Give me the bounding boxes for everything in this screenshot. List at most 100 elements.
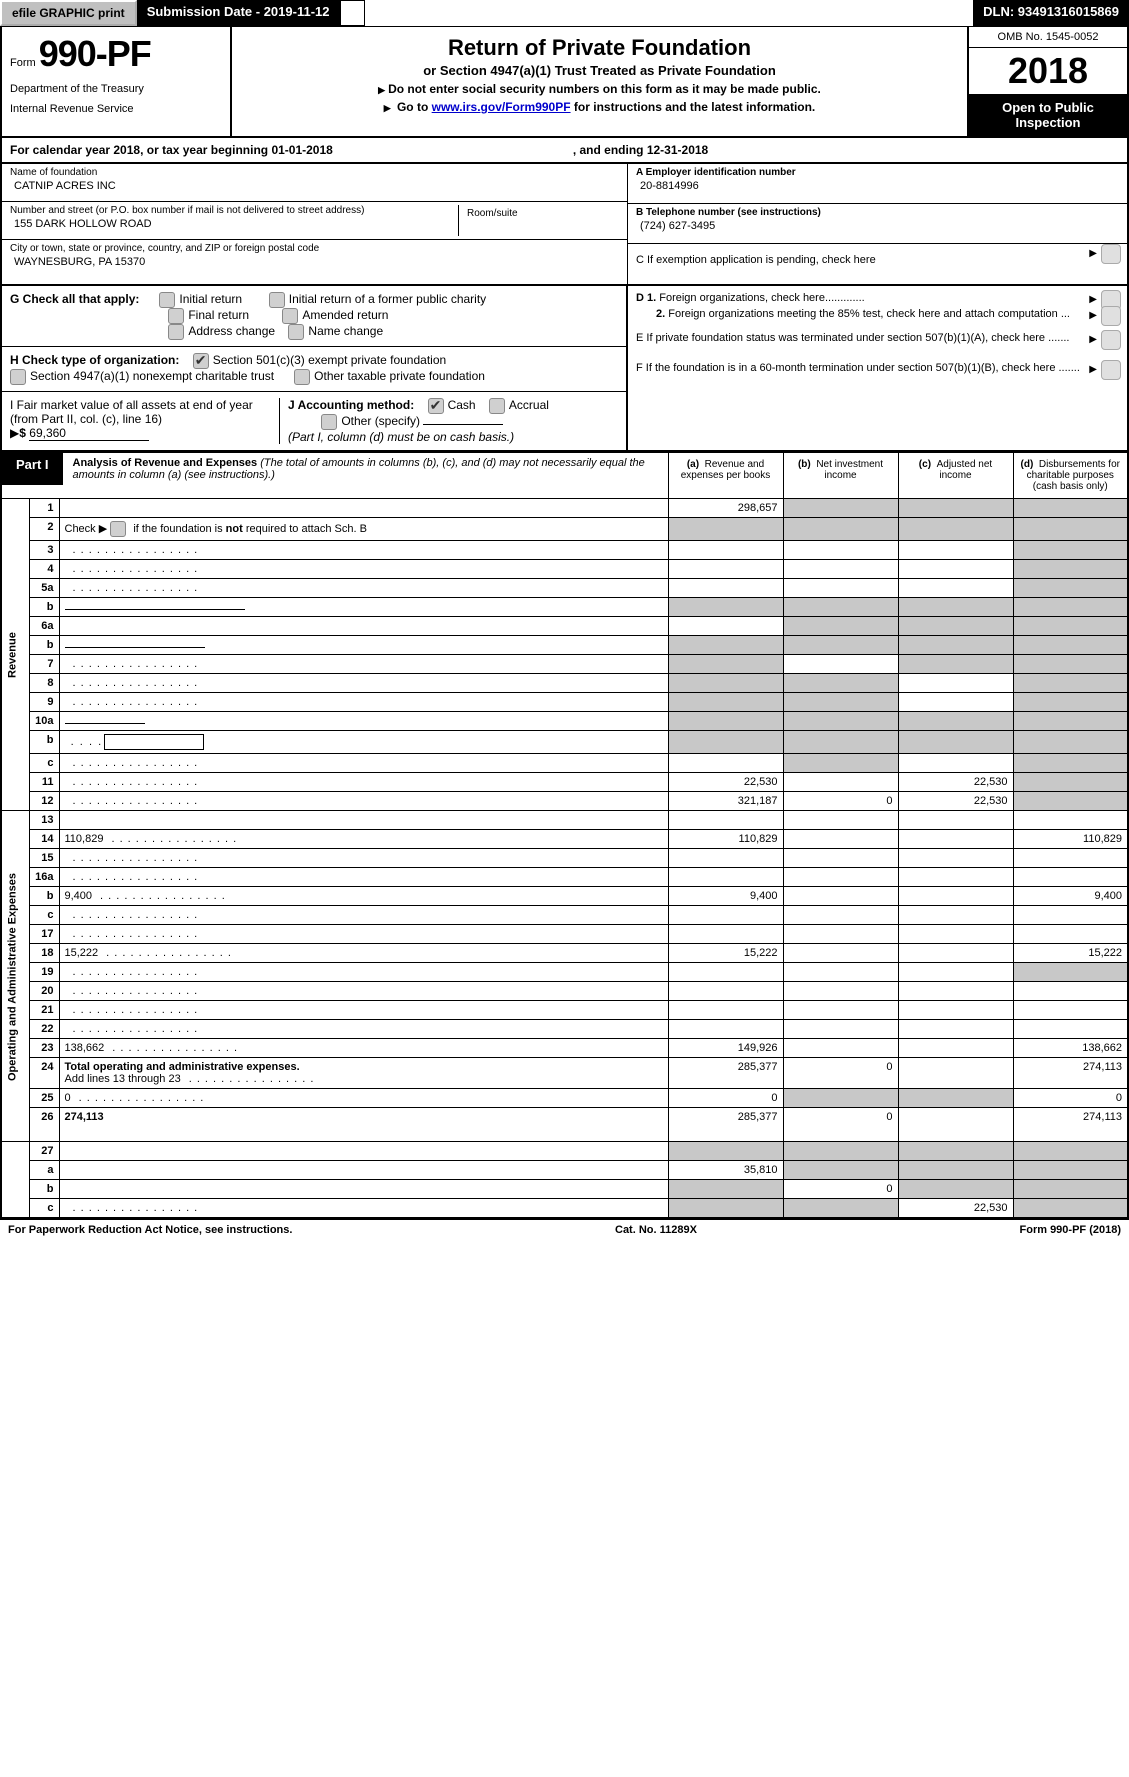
table-row: b 0 [1,1180,1128,1199]
g-opt2: Initial return of a former public charit… [289,292,486,306]
table-row: 12 321,187022,530 [1,792,1128,811]
address-block: Number and street (or P.O. box number if… [2,202,627,240]
g-name-change-checkbox[interactable] [288,324,304,340]
city-state-zip: WAYNESBURG, PA 15370 [10,254,619,274]
table-row: c [1,754,1128,773]
paperwork-notice: For Paperwork Reduction Act Notice, see … [8,1224,292,1236]
f-checkbox[interactable] [1101,360,1121,380]
e-checkbox[interactable] [1101,330,1121,350]
table-row: 5a [1,579,1128,598]
table-row: 11 22,53022,530 [1,773,1128,792]
open-inspection-badge: Open to Public Inspection [969,94,1127,136]
exemption-pending-row: C If exemption application is pending, c… [628,244,1127,284]
h-opt3: Other taxable private foundation [314,369,485,383]
expenses-section-label: Operating and Administrative Expenses [1,811,29,1142]
j-note: (Part I, column (d) must be on cash basi… [288,430,514,444]
table-row: a 35,810 [1,1161,1128,1180]
section-f: F If the foundation is in a 60-month ter… [628,360,1127,376]
f-text: F If the foundation is in a 60-month ter… [636,362,1080,374]
section-d2: 2. Foreign organizations meeting the 85%… [628,306,1127,322]
g-initial-former-checkbox[interactable] [269,292,285,308]
j-cash: Cash [448,398,476,412]
table-row: 2Check ▶ if the foundation is not requir… [1,518,1128,541]
section-h: H Check type of organization: Section 50… [2,347,626,392]
phone-block: B Telephone number (see instructions) (7… [628,204,1127,244]
h-501c3-checkbox[interactable] [193,353,209,369]
form-year-block: OMB No. 1545-0052 2018 Open to Public In… [967,27,1127,136]
table-row: 9 [1,693,1128,712]
ein-block: A Employer identification number 20-8814… [628,164,1127,204]
cal-end: , and ending 12-31-2018 [573,143,708,157]
col-a-header: (a) Revenue and expenses per books [668,453,783,499]
goto-pre: Go to [397,100,432,114]
table-row: 10a [1,712,1128,731]
table-row: b [1,598,1128,617]
table-row: c [1,906,1128,925]
sch-b-checkbox[interactable] [110,521,126,537]
part1-table: Part I Analysis of Revenue and Expenses … [0,452,1129,1219]
cat-number: Cat. No. 11289X [615,1224,697,1236]
goto-post: for instructions and the latest informat… [574,100,815,114]
table-row: 4 [1,560,1128,579]
j-other-input[interactable] [423,424,503,425]
j-other-checkbox[interactable] [321,414,337,430]
topbar: efile GRAPHIC print Submission Date - 20… [0,0,1129,27]
revenue-section-label: Revenue [1,499,29,811]
table-row: 8 [1,674,1128,693]
table-row: 21 [1,1001,1128,1020]
table-row: 17 [1,925,1128,944]
h-opt1: Section 501(c)(3) exempt private foundat… [213,353,446,367]
g-address-change-checkbox[interactable] [168,324,184,340]
table-row: 19 [1,963,1128,982]
g-opt4: Amended return [302,308,388,322]
table-row: 250 00 [1,1089,1128,1108]
g-opt6: Name change [308,324,383,338]
j-other: Other (specify) [341,414,420,428]
fair-market-value: 69,360 [29,426,149,441]
efile-print-button[interactable]: efile GRAPHIC print [0,0,137,26]
arrow-icon: ▶ [1089,334,1097,345]
j-accrual: Accrual [509,398,549,412]
arrow-icon: ▶ [1089,310,1097,321]
section-e: E If private foundation status was termi… [628,330,1127,346]
foundation-name-block: Name of foundation CATNIP ACRES INC [2,164,627,202]
table-row: 1815,222 15,22215,222 [1,944,1128,963]
name-label: Name of foundation [10,167,619,178]
d2-checkbox[interactable] [1101,306,1121,326]
h-other-checkbox[interactable] [294,369,310,385]
submission-date-spacer [340,0,366,26]
dln-label: DLN: 93491316015869 [973,0,1129,26]
irs-form-link[interactable]: www.irs.gov/Form990PF [432,100,571,114]
addr-label: Number and street (or P.O. box number if… [10,205,458,216]
ein-label: A Employer identification number [636,167,796,178]
section-c-label: C If exemption application is pending, c… [636,254,876,266]
table-row: b9,400 9,4009,400 [1,887,1128,906]
g-amended-checkbox[interactable] [282,308,298,324]
table-row: 15 [1,849,1128,868]
table-row: 6a [1,617,1128,636]
form-header: Form 990-PF Department of the Treasury I… [0,27,1129,138]
table-row: 24Total operating and administrative exp… [1,1058,1128,1089]
form-ref: Form 990-PF (2018) [1020,1224,1122,1236]
table-row: Operating and Administrative Expenses 13 [1,811,1128,830]
dept-irs: Internal Revenue Service [10,103,222,115]
i-label: I Fair market value of all assets at end… [10,398,253,426]
j-cash-checkbox[interactable] [428,398,444,414]
phone-value: (724) 627-3495 [636,218,1119,238]
h-4947-checkbox[interactable] [10,369,26,385]
city-block: City or town, state or province, country… [2,240,627,277]
form-title: Return of Private Foundation [240,35,959,61]
identification-grid: Name of foundation CATNIP ACRES INC Numb… [0,164,1129,286]
section-c-checkbox[interactable] [1101,244,1121,264]
phone-label: B Telephone number (see instructions) [636,207,821,218]
g-opt3: Final return [188,308,249,322]
room-label: Room/suite [459,205,619,222]
g-final-return-checkbox[interactable] [168,308,184,324]
d1-text: Foreign organizations, check here.......… [659,292,864,304]
section-g: G Check all that apply: Initial return I… [2,286,626,347]
form-link-line: Go to www.irs.gov/Form990PF for instruct… [240,100,959,114]
options-grid: G Check all that apply: Initial return I… [0,286,1129,452]
j-accrual-checkbox[interactable] [489,398,505,414]
cal-begin: For calendar year 2018, or tax year begi… [10,143,333,157]
g-initial-return-checkbox[interactable] [159,292,175,308]
